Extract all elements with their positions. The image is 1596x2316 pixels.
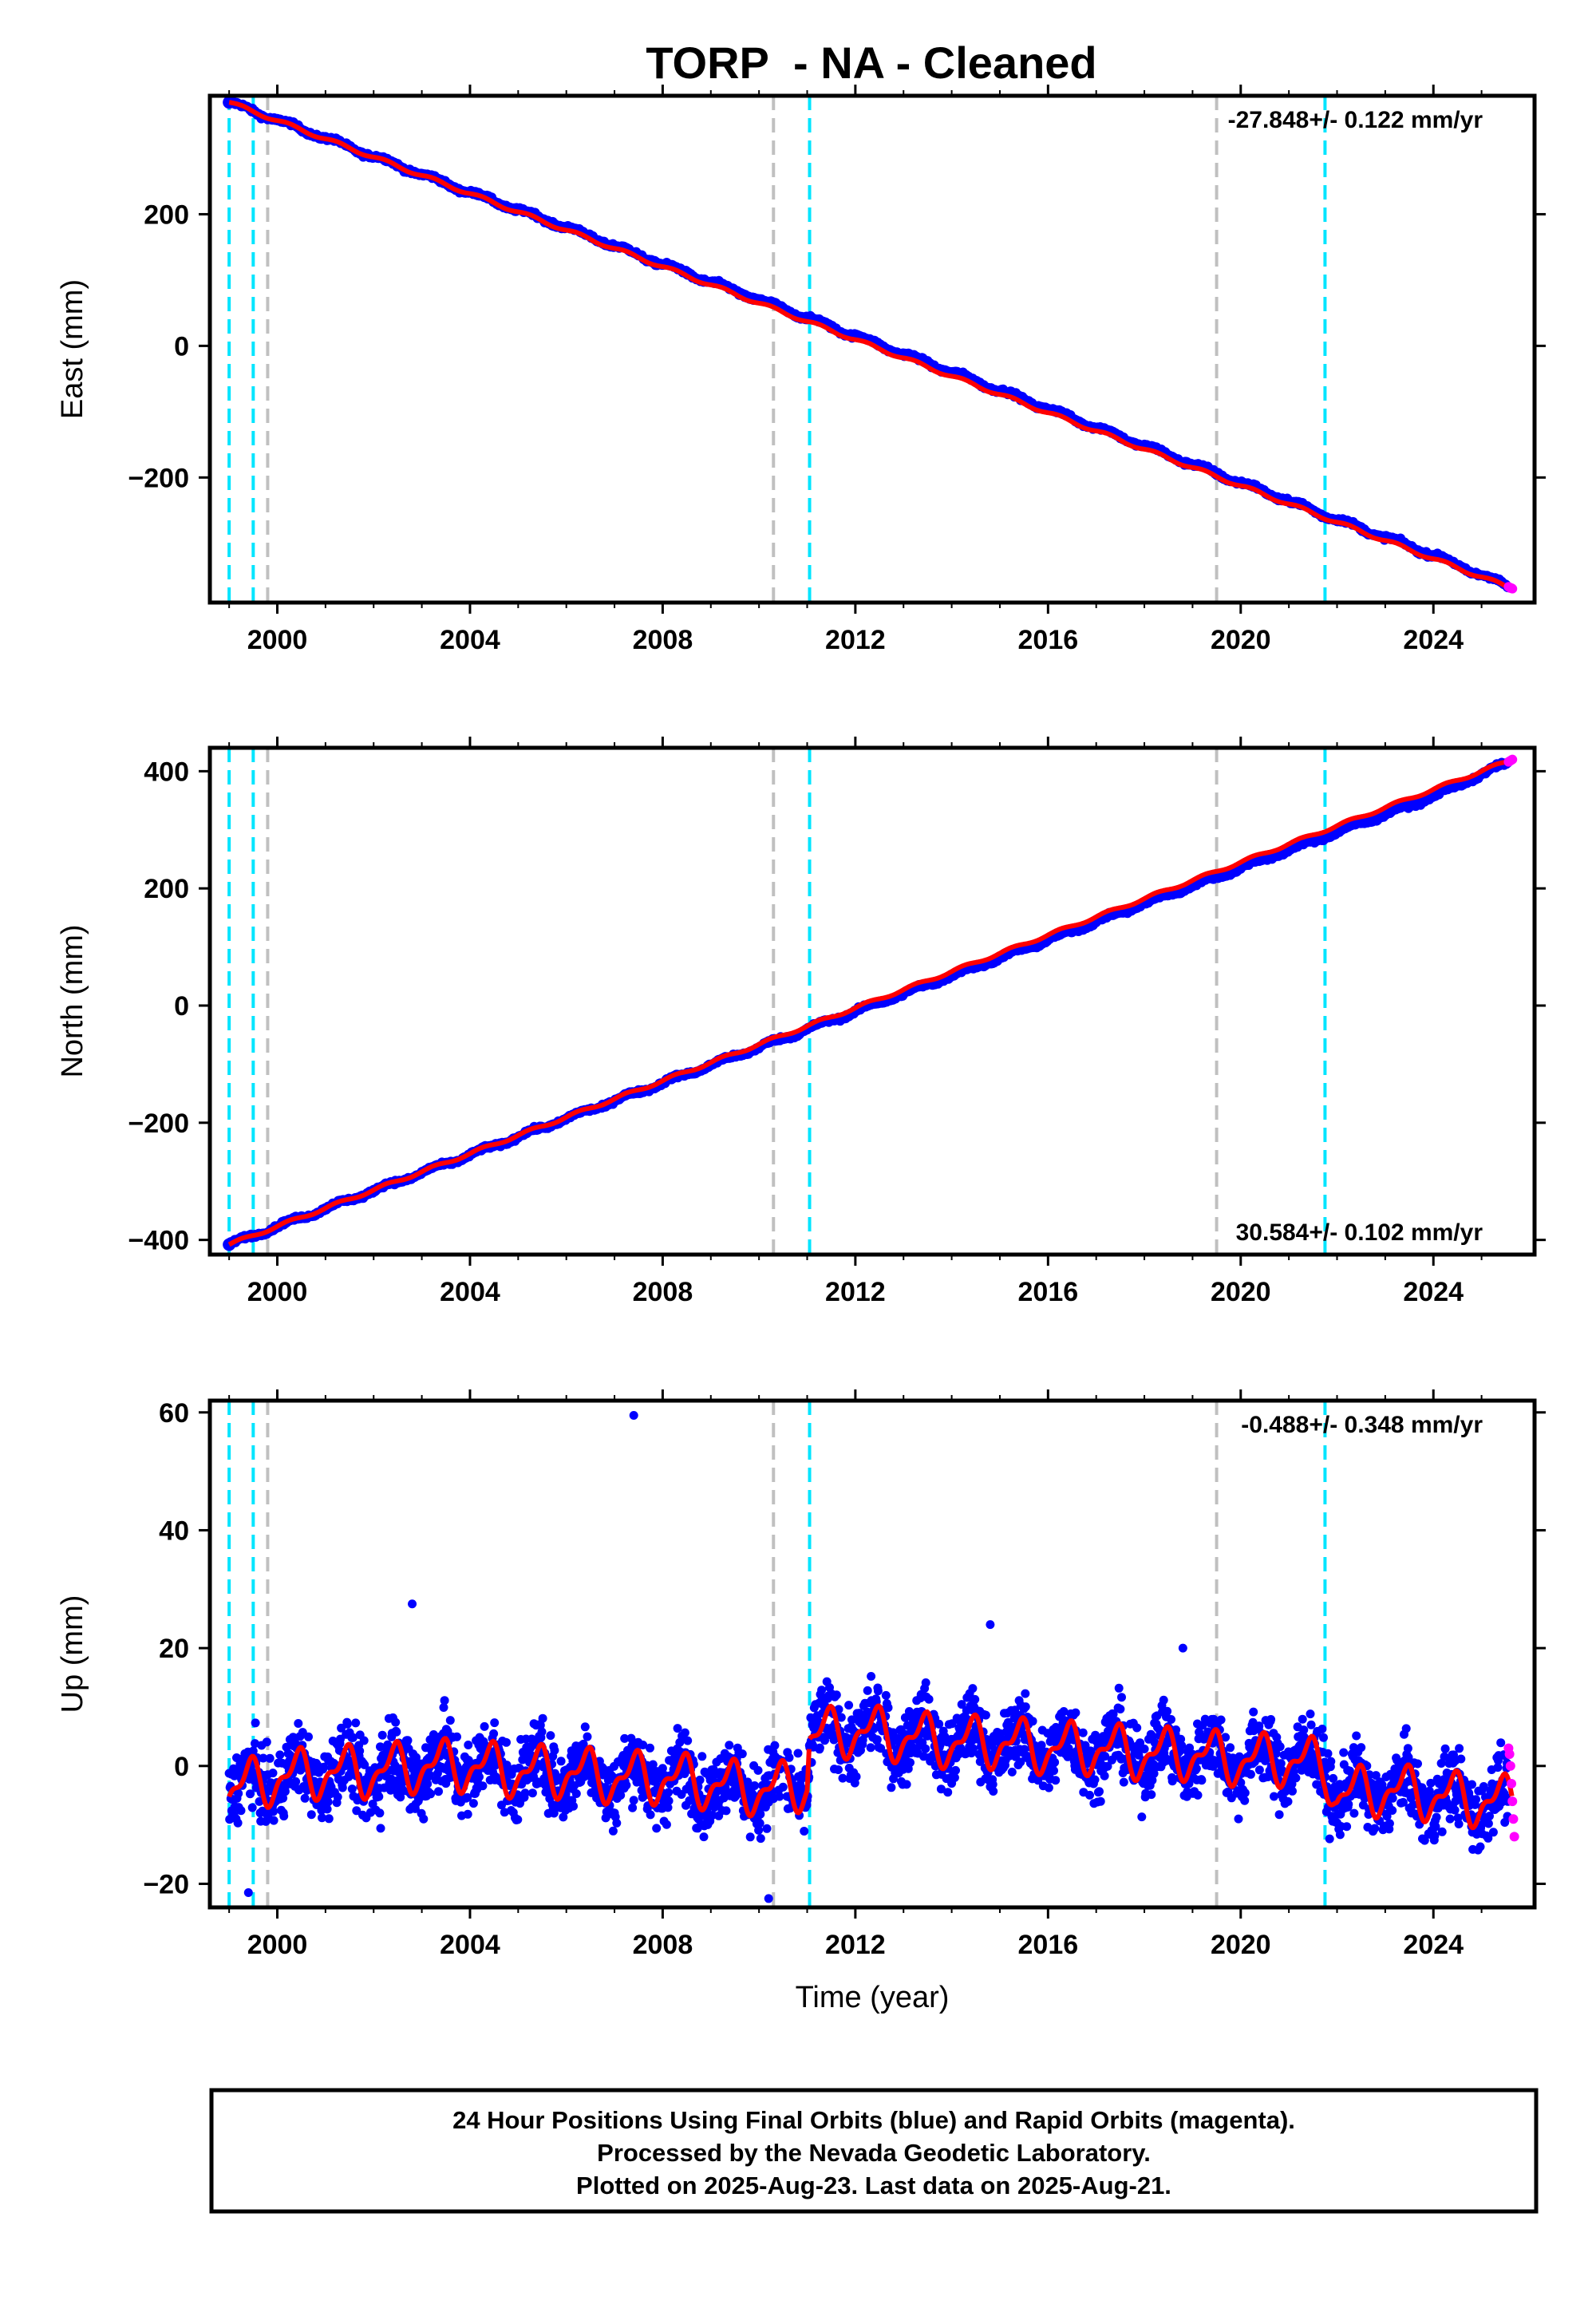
y-tick-label: 200 [144, 874, 189, 904]
panel-up: 2000 2004 2008 2012 2016 2020 2024 −20 0 20 40 60 Up… [56, 1389, 1546, 1960]
x-tick-label: 2020 [1211, 1277, 1271, 1307]
velocity-label: -0.488+/- 0.348 mm/yr [1241, 1412, 1483, 1438]
plot-area [223, 748, 1518, 1255]
y-axis-label: Up (mm) [56, 1595, 89, 1713]
rapid-point [1507, 1778, 1517, 1788]
x-tick-label: 2008 [633, 1277, 693, 1307]
outlier-point [243, 1888, 253, 1898]
x-tick-label: 2000 [247, 1930, 308, 1960]
y-tick-label: 20 [159, 1634, 189, 1664]
x-tick-label: 2000 [247, 1277, 308, 1307]
plot-frame [207, 1398, 1537, 1910]
y-tick-label: 200 [144, 200, 189, 230]
x-tick-label: 2024 [1403, 1930, 1464, 1960]
plot-frame [207, 745, 1537, 1257]
rapid-orbit-points [1503, 1743, 1519, 1842]
x-tick-label: 2024 [1403, 1277, 1464, 1307]
plot-frame [207, 93, 1537, 605]
footer-line-2: Processed by the Nevada Geodetic Laborat… [597, 2139, 1151, 2167]
y-tick-label: 0 [174, 1752, 189, 1782]
model-fit-line [227, 1703, 1515, 1831]
outlier-point [1178, 1643, 1187, 1653]
rapid-point [1507, 754, 1518, 765]
x-tick-label: 2012 [825, 625, 886, 655]
rapid-orbit-points [1503, 754, 1518, 767]
x-tick-label: 2008 [633, 625, 693, 655]
x-tick-label: 2020 [1211, 1930, 1271, 1960]
rapid-point [1508, 1814, 1519, 1824]
model-fit-line [228, 100, 1514, 592]
figure-title: TORP - NA - Cleaned [646, 38, 1096, 88]
plot-area [224, 1401, 1519, 1907]
y-tick-label: 40 [159, 1516, 189, 1546]
footer-box: 24 Hour Positions Using Final Orbits (bl… [209, 2088, 1539, 2214]
rapid-point [1509, 1832, 1519, 1842]
x-tick-label: 2020 [1211, 625, 1271, 655]
y-axis-label: North (mm) [56, 924, 89, 1077]
plot-area [223, 96, 1518, 603]
y-tick-label: 0 [174, 991, 189, 1022]
outlier-point [629, 1410, 638, 1420]
velocity-label: -27.848+/- 0.122 mm/yr [1228, 107, 1483, 133]
x-tick-label: 2012 [825, 1277, 886, 1307]
outlier-point [986, 1620, 995, 1630]
x-tick-label: 2016 [1018, 1930, 1079, 1960]
x-tick-label: 2012 [825, 1930, 886, 1960]
x-tick-label: 2016 [1018, 625, 1079, 655]
x-tick-label: 2016 [1018, 1277, 1079, 1307]
rapid-orbit-points [1503, 582, 1518, 594]
y-tick-label: −20 [143, 1869, 189, 1899]
x-tick-label: 2000 [247, 625, 308, 655]
velocity-label: 30.584+/- 0.102 mm/yr [1236, 1219, 1483, 1246]
outlier-point [408, 1599, 417, 1609]
panel-north: 2000 2004 2008 2012 2016 2020 2024 −400 −200 0 200… [56, 737, 1546, 1307]
x-tick-label: 2024 [1403, 625, 1464, 655]
y-tick-label: 0 [174, 331, 189, 362]
x-tick-label: 2004 [440, 1277, 500, 1307]
x-tick-label: 2004 [440, 625, 500, 655]
panels-group: 2000 2004 2008 2012 2016 2020 2024−2000200East… [56, 85, 1546, 2014]
y-tick-label: 60 [159, 1398, 189, 1429]
y-tick-label: −200 [128, 463, 189, 493]
x-tick-label: 2004 [440, 1930, 500, 1960]
rapid-point [1507, 583, 1518, 594]
panel-east: 2000 2004 2008 2012 2016 2020 2024 −200 0 200 East… [56, 85, 1546, 655]
rapid-point [1504, 1749, 1515, 1760]
outlier-point [764, 1894, 773, 1903]
y-axis-label: East (mm) [56, 279, 89, 419]
model-fit-line [227, 758, 1513, 1247]
footer-line-3: Plotted on 2025-Aug-23. Last data on 202… [576, 2172, 1171, 2199]
y-tick-label: −200 [128, 1109, 189, 1139]
x-axis-label: Time (year) [796, 1981, 950, 2014]
rapid-point [1507, 1796, 1518, 1807]
rapid-point [1505, 1761, 1515, 1771]
y-tick-label: 400 [144, 757, 189, 787]
y-tick-label: −400 [128, 1226, 189, 1256]
x-tick-label: 2008 [633, 1930, 693, 1960]
footer-line-1: 24 Hour Positions Using Final Orbits (bl… [452, 2106, 1295, 2134]
